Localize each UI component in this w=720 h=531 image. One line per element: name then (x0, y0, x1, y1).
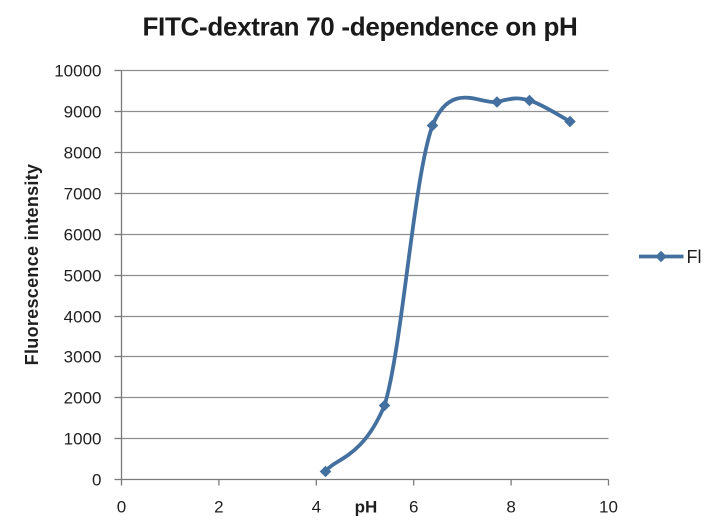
svg-text:FITC-dextran 70 -dependence on: FITC-dextran 70 -dependence on pH (142, 12, 577, 42)
svg-text:8000: 8000 (64, 144, 102, 163)
svg-text:10: 10 (599, 498, 618, 517)
svg-text:Fl: Fl (687, 247, 702, 267)
svg-text:9000: 9000 (64, 103, 102, 122)
svg-text:10000: 10000 (54, 62, 101, 81)
svg-text:6000: 6000 (64, 226, 102, 245)
svg-text:1000: 1000 (64, 430, 102, 449)
svg-text:Fluorescence intensity: Fluorescence intensity (22, 164, 42, 366)
svg-text:0: 0 (117, 498, 126, 517)
svg-text:4000: 4000 (64, 308, 102, 327)
svg-text:5000: 5000 (64, 267, 102, 286)
svg-text:2: 2 (214, 498, 223, 517)
svg-text:3000: 3000 (64, 348, 102, 367)
svg-text:6: 6 (409, 498, 418, 517)
svg-text:0: 0 (92, 471, 101, 490)
svg-text:4: 4 (312, 498, 321, 517)
svg-text:pH: pH (355, 498, 378, 517)
svg-text:7000: 7000 (64, 185, 102, 204)
svg-text:2000: 2000 (64, 389, 102, 408)
svg-text:8: 8 (506, 498, 515, 517)
